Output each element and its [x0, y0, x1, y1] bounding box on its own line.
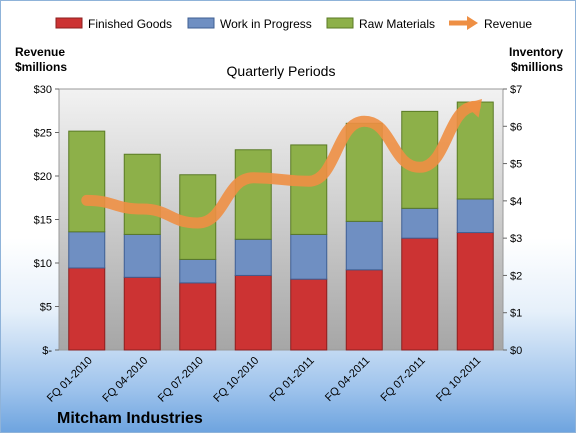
left-tick-label: $25: [34, 128, 52, 140]
bar-raw-materials: [123, 153, 161, 235]
legend-label-raw-materials: Raw Materials: [359, 17, 435, 31]
company-name: Mitcham Industries: [57, 410, 203, 427]
legend-swatch-work-in-progress: [187, 17, 215, 29]
right-tick-label: $6: [510, 121, 522, 133]
left-tick-label: $5: [40, 302, 52, 314]
legend-label-finished-goods: Finished Goods: [88, 17, 172, 31]
legend: Finished Goods Work in Progress Raw Mate…: [55, 16, 532, 31]
left-tick-label: $30: [34, 84, 52, 96]
bar-finished-goods: [68, 267, 106, 351]
bar-finished-goods: [179, 282, 217, 351]
bar-work-in-progress: [123, 233, 161, 278]
right-tick-label: $4: [510, 196, 522, 208]
legend-swatch-raw-materials: [326, 17, 354, 29]
revenue-line-path: [81, 100, 481, 229]
x-tick-label: FQ 10-2011: [434, 355, 483, 404]
right-tick-label: $3: [510, 233, 522, 245]
left-axis-title-line2: $millions: [15, 60, 67, 74]
x-tick-label: FQ 10-2010: [211, 355, 261, 405]
chart-subtitle: Quarterly Periods: [227, 63, 336, 79]
bar-raw-materials: [234, 149, 272, 240]
x-tick-label: FQ 04-2010: [100, 355, 150, 405]
bars: [68, 101, 494, 351]
bar-finished-goods: [290, 278, 328, 351]
right-tick-label: $1: [510, 308, 522, 320]
x-tick-label: FQ 04-2011: [323, 355, 372, 404]
x-tick-label: FQ 07-2010: [156, 355, 206, 405]
x-tick-label: FQ 01-2011: [267, 355, 316, 404]
right-axis-title-line2: $millions: [511, 60, 563, 74]
left-tick-label: $-: [42, 345, 52, 357]
legend-label-revenue: Revenue: [484, 17, 532, 31]
bar-raw-materials: [345, 122, 383, 222]
bar-work-in-progress: [179, 258, 217, 284]
bar-finished-goods: [234, 274, 272, 351]
bar-work-in-progress: [456, 198, 494, 234]
x-tick-label: FQ 01-2010: [45, 355, 95, 405]
bar-raw-materials: [290, 144, 328, 235]
revenue-line: [81, 99, 482, 229]
bar-raw-materials: [68, 130, 106, 233]
legend-swatch-finished-goods: [55, 17, 83, 29]
right-tick-label: $2: [510, 270, 522, 282]
bar-work-in-progress: [68, 231, 106, 269]
legend-swatch-revenue-arrowhead: [467, 16, 478, 30]
left-axis-title-line1: Revenue: [15, 45, 65, 59]
right-tick-label: $5: [510, 159, 522, 171]
x-axis-labels: FQ 01-2010 FQ 04-2010 FQ 07-2010 FQ 10-2010…: [45, 355, 483, 405]
right-axis-ticks: $0 $1 $2 $3 $4 $5 $6 $7: [503, 84, 522, 357]
bar-finished-goods: [456, 232, 494, 351]
right-tick-label: $7: [510, 84, 522, 96]
bar-work-in-progress: [234, 238, 272, 276]
x-tick-label: FQ 07-2011: [378, 355, 427, 404]
left-axis-ticks: $- $5 $10 $15 $20 $25 $30: [34, 84, 59, 357]
bar-work-in-progress: [345, 220, 383, 271]
right-axis-title-line1: Inventory: [509, 45, 563, 59]
bar-finished-goods: [345, 269, 383, 351]
left-tick-label: $15: [34, 215, 52, 227]
bar-finished-goods: [401, 237, 439, 351]
legend-label-work-in-progress: Work in Progress: [220, 17, 312, 31]
revenue-arrowhead: [463, 99, 482, 118]
right-tick-label: $0: [510, 345, 522, 357]
bar-finished-goods: [123, 276, 161, 351]
left-tick-label: $10: [34, 258, 52, 270]
bar-work-in-progress: [290, 233, 328, 280]
left-tick-label: $20: [34, 171, 52, 183]
bar-work-in-progress: [401, 207, 439, 239]
